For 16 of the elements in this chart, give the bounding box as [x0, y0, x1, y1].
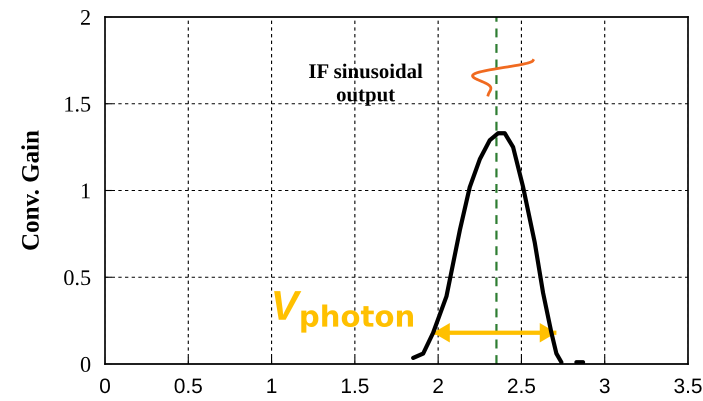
- y-tick-label: 2: [80, 10, 90, 25]
- x-tick-label: 2.5: [508, 378, 536, 394]
- y-tick-label: 1.5: [65, 96, 90, 112]
- y-tick-label: 1: [82, 184, 90, 198]
- x-tick-label: 1: [267, 378, 276, 393]
- y-tick-label: 0: [80, 356, 90, 372]
- x-tick-label: 3: [600, 378, 610, 394]
- x-tick-label: 2: [433, 378, 443, 393]
- annotation: IF sinusoidal output: [309, 64, 422, 106]
- x-tick-label: 0: [100, 378, 110, 394]
- x-tick-label: 0.5: [174, 378, 202, 394]
- x-tick-label: 3.5: [674, 378, 702, 394]
- annotation: V$_{photon}$: [274, 291, 413, 333]
- x-tick-label: 1.5: [342, 378, 368, 394]
- y-axis-title: Conv. Gain: [21, 130, 39, 250]
- y-tick-label: 0.5: [64, 270, 90, 286]
